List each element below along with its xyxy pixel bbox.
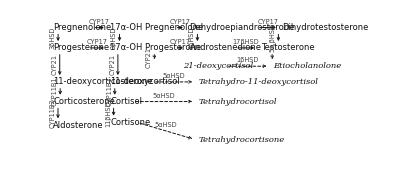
Text: 17α-OH Progesterone: 17α-OH Progesterone <box>110 43 202 52</box>
Text: Tetrahydro-11-deoxycortisol: Tetrahydro-11-deoxycortisol <box>199 78 319 86</box>
Text: Corticosterone: Corticosterone <box>53 97 115 106</box>
Text: CYP21: CYP21 <box>146 47 152 67</box>
Text: 5αHSD: 5αHSD <box>153 93 175 99</box>
Text: Tetrahydrocortisol: Tetrahydrocortisol <box>199 98 277 106</box>
Text: Dehydroepiandrosterone: Dehydroepiandrosterone <box>190 23 295 32</box>
Text: 3βHSD: 3βHSD <box>50 27 56 49</box>
Text: Cortisone: Cortisone <box>110 118 151 127</box>
Text: Tetrahydrocortisone: Tetrahydrocortisone <box>199 135 285 143</box>
Text: CYP21: CYP21 <box>51 54 57 75</box>
Text: Testosterone: Testosterone <box>261 43 314 52</box>
Text: Pregnenolone: Pregnenolone <box>53 23 111 32</box>
Text: CYP11B2: CYP11B2 <box>50 99 56 128</box>
Text: Dihydrotestosterone: Dihydrotestosterone <box>282 23 369 32</box>
Text: Androstenedione: Androstenedione <box>190 43 262 52</box>
Text: Cortisol: Cortisol <box>110 97 142 106</box>
Text: CYP17: CYP17 <box>170 19 191 25</box>
Text: 5α,βHSD: 5α,βHSD <box>270 23 276 52</box>
Text: 3βHSD: 3βHSD <box>111 27 117 49</box>
Text: CYP17: CYP17 <box>87 39 108 45</box>
Text: 17βHSD: 17βHSD <box>233 39 259 45</box>
Text: Aldosterone: Aldosterone <box>53 121 104 130</box>
Text: 1βHSD: 1βHSD <box>236 57 259 63</box>
Text: 5αHSD: 5αHSD <box>163 73 185 79</box>
Text: 17α-OH Pregnenolone: 17α-OH Pregnenolone <box>110 23 204 32</box>
Text: CYP11B1: CYP11B1 <box>52 77 58 106</box>
Text: 11βHSD2: 11βHSD2 <box>105 97 111 127</box>
Text: Etiocholanolone: Etiocholanolone <box>273 62 342 70</box>
Text: 5αHSD: 5αHSD <box>155 122 178 128</box>
Text: CYP17: CYP17 <box>89 19 110 25</box>
Text: CYP17: CYP17 <box>257 19 278 25</box>
Text: CYP11B1: CYP11B1 <box>106 77 112 106</box>
Text: 11-deoxycortisol: 11-deoxycortisol <box>110 77 180 86</box>
Text: 3βHSD: 3βHSD <box>189 27 195 49</box>
Text: 11-deoxycorticosterone: 11-deoxycorticosterone <box>53 77 153 86</box>
Text: Progesterone: Progesterone <box>53 43 109 52</box>
Text: 21-deoxycortisol: 21-deoxycortisol <box>183 62 254 70</box>
Text: CYP17: CYP17 <box>170 39 191 45</box>
Text: CYP21: CYP21 <box>110 54 116 75</box>
